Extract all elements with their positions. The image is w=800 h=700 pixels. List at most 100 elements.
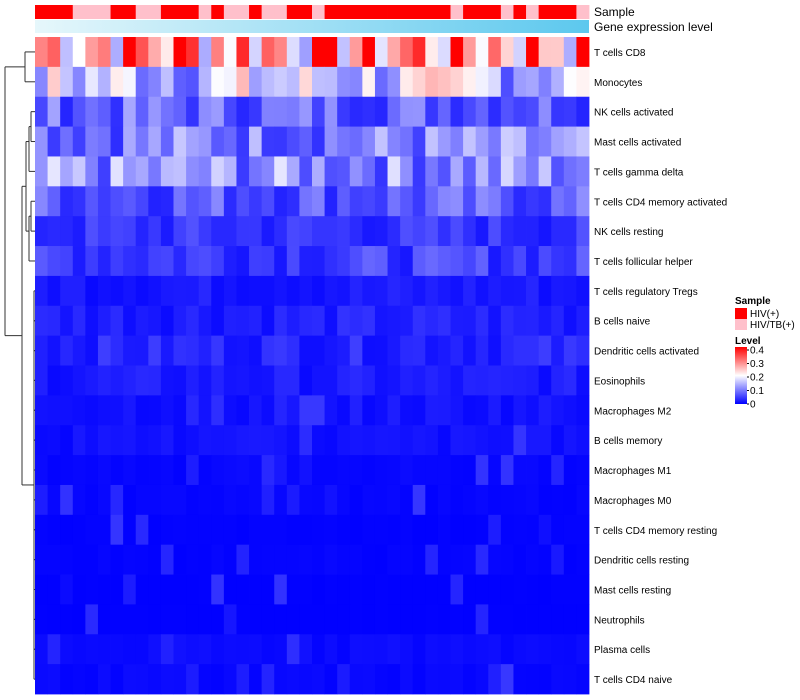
heatmap-cell xyxy=(450,96,464,127)
heatmap-cell xyxy=(160,425,174,456)
heatmap-cell xyxy=(110,514,124,546)
heatmap-cell xyxy=(551,425,565,456)
heatmap-cell xyxy=(324,425,338,456)
sample-annotation-cell xyxy=(475,5,489,19)
heatmap-cell xyxy=(236,246,250,277)
heatmap-cell xyxy=(299,96,313,127)
heatmap-cell xyxy=(450,425,464,456)
heatmap-cell xyxy=(249,484,263,516)
sample-annotation-cell xyxy=(60,5,74,19)
heatmap-cell xyxy=(324,126,338,157)
heatmap-cell xyxy=(450,335,464,366)
heatmap-cell xyxy=(362,425,376,456)
heatmap-cell xyxy=(412,365,426,396)
heatmap-cell xyxy=(324,395,338,426)
heatmap-cell xyxy=(72,544,86,575)
heatmap-cell xyxy=(576,216,590,247)
sample-annotation-cell xyxy=(236,5,250,19)
heatmap-cell xyxy=(463,544,477,575)
heatmap-cell xyxy=(387,544,401,575)
heatmap-cell xyxy=(526,126,540,157)
heatmap-cell xyxy=(312,455,325,486)
sample-annotation-cell xyxy=(463,5,477,19)
sample-annotation-cell xyxy=(576,5,590,19)
heatmap-cell xyxy=(425,425,439,456)
heatmap-cell xyxy=(349,305,363,337)
heatmap-cell xyxy=(576,126,590,157)
heatmap-cell xyxy=(500,216,514,247)
heatmap-cell xyxy=(299,335,313,366)
heatmap-cell xyxy=(538,425,552,456)
heatmap-cell xyxy=(110,156,124,187)
heatmap-cell xyxy=(500,425,514,456)
heatmap-cell xyxy=(123,634,137,665)
heatmap-cell xyxy=(35,365,48,396)
gene-expression-annotation-label: Gene expression level xyxy=(594,20,713,34)
heatmap-cell xyxy=(249,574,263,605)
heatmap-cell xyxy=(412,484,426,516)
heatmap-cell xyxy=(47,186,61,217)
sample-annotation-cell xyxy=(337,5,351,19)
heatmap-cell xyxy=(475,664,489,695)
heatmap-cell xyxy=(576,37,590,68)
heatmap-cell xyxy=(412,246,426,277)
heatmap-cell xyxy=(286,365,300,396)
heatmap-cell xyxy=(123,246,137,277)
heatmap-cell xyxy=(551,484,565,516)
heatmap-cell xyxy=(97,335,111,366)
heatmap-cell xyxy=(337,514,351,546)
heatmap-cell xyxy=(324,216,338,247)
heatmap-cell xyxy=(110,216,124,247)
heatmap-cell xyxy=(526,484,540,516)
heatmap-cell xyxy=(349,425,363,456)
heatmap-cell xyxy=(374,455,388,486)
heatmap-cell xyxy=(513,156,527,187)
sample-annotation-cell xyxy=(261,5,275,19)
heatmap-cell xyxy=(236,275,250,307)
heatmap-cell xyxy=(450,365,464,396)
heatmap-cell xyxy=(538,335,552,366)
heatmap-cell xyxy=(349,455,363,486)
sample-legend: Sample HIV(+) HIV/TB(+) xyxy=(735,296,795,331)
heatmap-cell xyxy=(97,634,111,665)
level-tick-label: 0.3 xyxy=(750,359,764,370)
heatmap-cell xyxy=(538,514,552,546)
heatmap-cell xyxy=(35,216,48,247)
heatmap-cell xyxy=(563,126,577,157)
heatmap-cell xyxy=(186,425,200,456)
heatmap-cell xyxy=(299,455,313,486)
heatmap-cell xyxy=(513,604,527,635)
heatmap-cell xyxy=(198,664,212,695)
heatmap-cell xyxy=(211,275,225,307)
heatmap-cell xyxy=(72,335,86,366)
heatmap-cell xyxy=(97,484,111,516)
heatmap-cell xyxy=(475,335,489,366)
sample-annotation-cell xyxy=(110,5,124,19)
heatmap-cell xyxy=(463,246,477,277)
heatmap-cell xyxy=(425,574,439,605)
heatmap-cell xyxy=(488,664,502,695)
heatmap-cell xyxy=(249,544,263,575)
heatmap-cell xyxy=(85,365,99,396)
heatmap-cell xyxy=(274,305,288,337)
heatmap-cell xyxy=(425,395,439,426)
heatmap-cell xyxy=(249,246,263,277)
heatmap-cell xyxy=(47,395,61,426)
heatmap-cell xyxy=(576,395,590,426)
heatmap-cell xyxy=(463,275,477,307)
heatmap-cell xyxy=(261,156,275,187)
heatmap-cell xyxy=(274,544,288,575)
heatmap-cell xyxy=(312,425,325,456)
heatmap-cell xyxy=(261,37,275,68)
heatmap-cell xyxy=(123,544,137,575)
heatmap-cell xyxy=(97,604,111,635)
heatmap-cell xyxy=(450,305,464,337)
heatmap-cell xyxy=(72,395,86,426)
sample-annotation-cell xyxy=(412,5,426,19)
heatmap-cell xyxy=(450,246,464,277)
heatmap-cell xyxy=(47,634,61,665)
heatmap-cell xyxy=(110,634,124,665)
heatmap-cell xyxy=(60,514,74,546)
row-label: Monocytes xyxy=(594,78,642,89)
heatmap-cell xyxy=(198,574,212,605)
